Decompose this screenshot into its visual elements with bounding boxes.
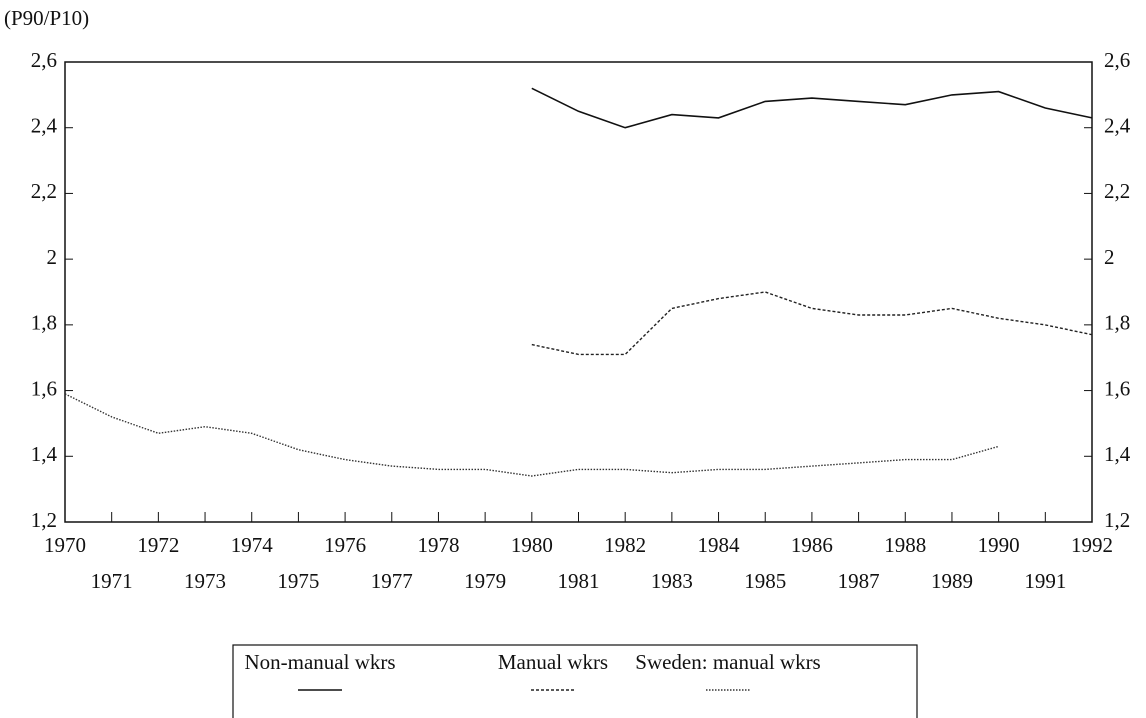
x-tick-label: 1975 [277, 569, 319, 593]
x-tick-label: 1974 [231, 533, 274, 557]
y2-tick-label: 2,4 [1104, 114, 1131, 138]
y-tick-label: 2,6 [31, 48, 57, 72]
y2-tick-label: 2,6 [1104, 48, 1130, 72]
x-tick-label: 1985 [744, 569, 786, 593]
y2-tick-label: 2,2 [1104, 179, 1130, 203]
y-tick-label: 2,4 [31, 114, 58, 138]
x-tick-label: 1973 [184, 569, 226, 593]
legend-label: Sweden: manual wkrs [635, 650, 820, 674]
y-axis-label: (P90/P10) [4, 6, 89, 30]
x-tick-label: 1976 [324, 533, 366, 557]
x-tick-label: 1982 [604, 533, 646, 557]
x-tick-label: 1990 [978, 533, 1020, 557]
y2-tick-label: 1,6 [1104, 376, 1130, 400]
x-tick-label: 1991 [1024, 569, 1066, 593]
x-tick-label: 1988 [884, 533, 926, 557]
series-line [531, 87, 1093, 129]
y2-tick-label: 1,2 [1104, 508, 1130, 532]
x-tick-label: 1972 [137, 533, 179, 557]
y2-tick-label: 1,4 [1104, 442, 1131, 466]
y2-tick-label: 1,8 [1104, 311, 1130, 335]
legend-label: Manual wkrs [498, 650, 608, 674]
y-tick-label: 2 [47, 245, 58, 269]
x-tick-label: 1983 [651, 569, 693, 593]
x-tick-label: 1989 [931, 569, 973, 593]
y-tick-label: 1,6 [31, 376, 57, 400]
x-tick-label: 1980 [511, 533, 553, 557]
y2-tick-label: 2 [1104, 245, 1115, 269]
series-line [64, 393, 999, 477]
x-tick-label: 1987 [838, 569, 880, 593]
x-tick-label: 1977 [371, 569, 413, 593]
x-tick-label: 1979 [464, 569, 506, 593]
x-tick-label: 1970 [44, 533, 86, 557]
series-line [531, 291, 1093, 356]
x-tick-label: 1981 [558, 569, 600, 593]
y-tick-label: 1,2 [31, 508, 57, 532]
y-tick-label: 1,8 [31, 311, 57, 335]
legend-box [232, 644, 918, 718]
y-tick-label: 1,4 [31, 442, 58, 466]
plot-frame [64, 61, 1093, 523]
x-tick-label: 1986 [791, 533, 833, 557]
x-tick-label: 1984 [698, 533, 741, 557]
x-tick-label: 1971 [91, 569, 133, 593]
x-tick-label: 1992 [1071, 533, 1113, 557]
y-tick-label: 2,2 [31, 179, 57, 203]
legend-label: Non-manual wkrs [244, 650, 395, 674]
x-tick-label: 1978 [417, 533, 459, 557]
